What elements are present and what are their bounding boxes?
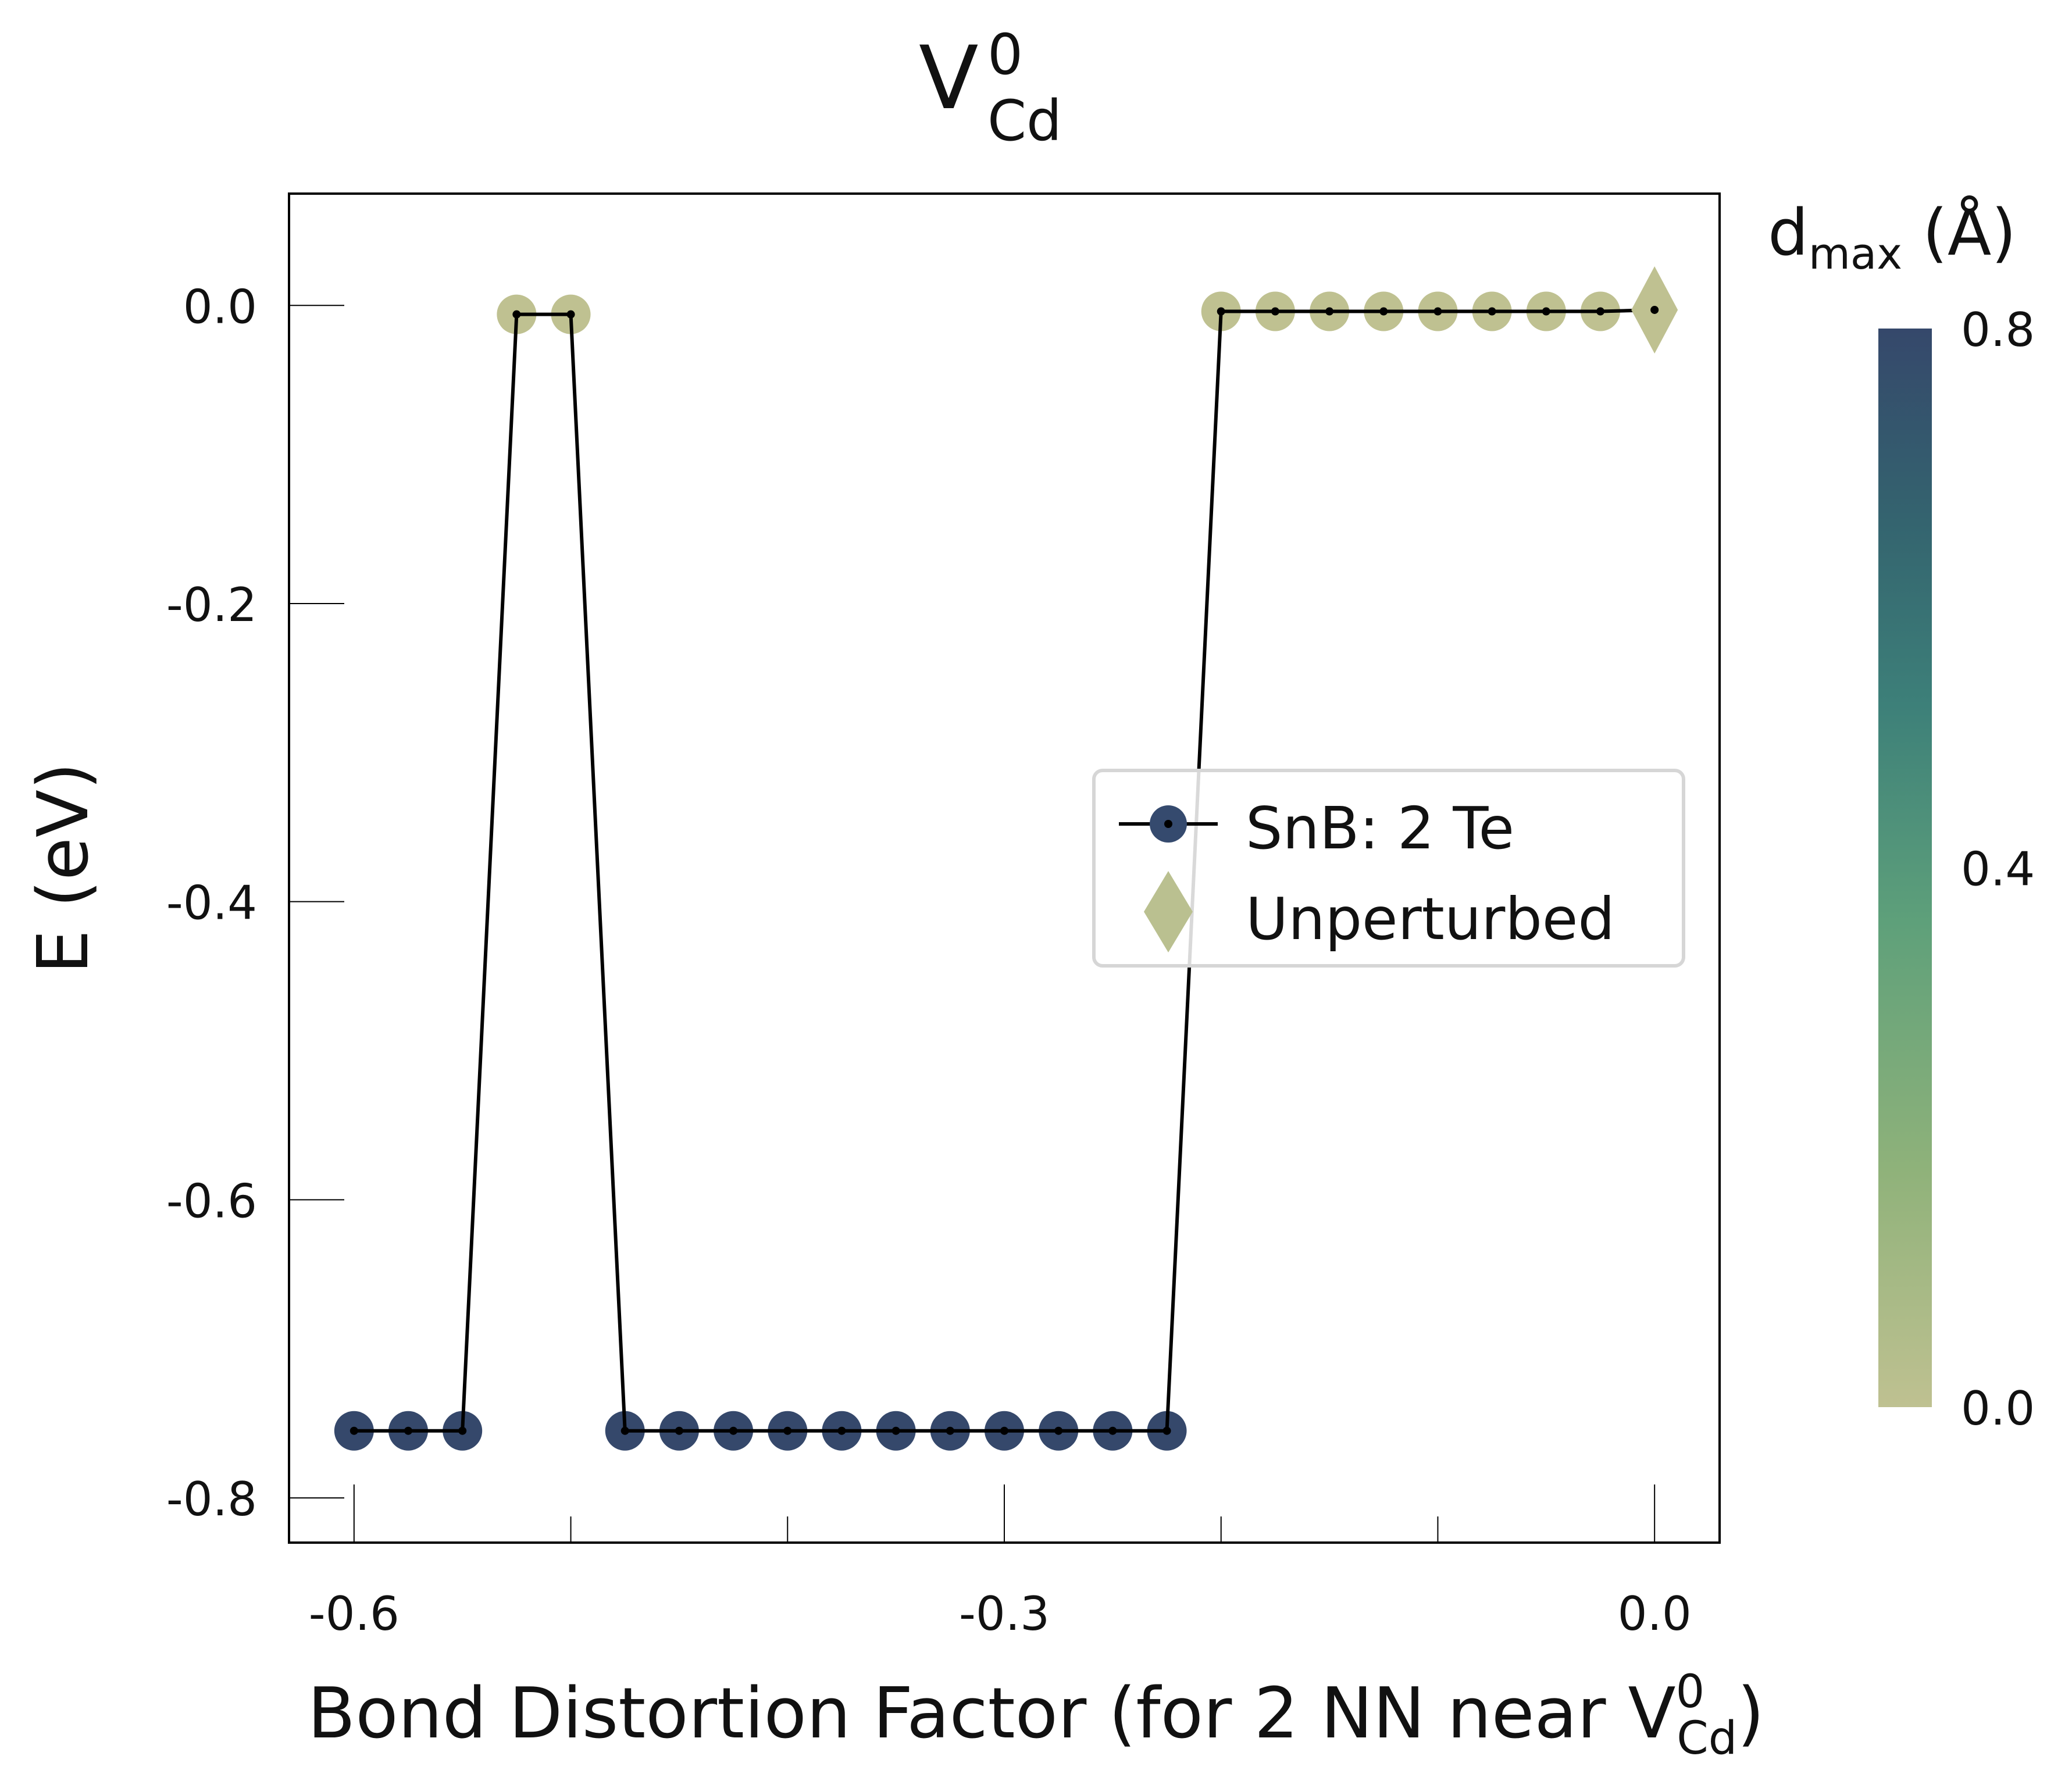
x-axis-label-subscript: Cd: [1677, 1712, 1738, 1765]
x-tick-label: 0.0: [1618, 1587, 1692, 1641]
y-axis-ticks: 0.0 -0.2 -0.4 -0.6 -0.8: [166, 280, 344, 1526]
legend-label-snb: SnB: 2 Te: [1246, 794, 1514, 862]
colorbar-title-unit: (Å): [1902, 195, 2017, 270]
colorbar-ticks: 0.0 0.4 0.8: [1961, 303, 2035, 1436]
snb-line-dot: [1325, 307, 1334, 316]
y-axis-label: E (eV): [23, 762, 104, 974]
snb-line-dot: [1488, 307, 1496, 316]
snb-line-dot: [946, 1426, 954, 1435]
x-tick-label: -0.6: [309, 1587, 400, 1641]
snb-line-dot: [512, 310, 521, 319]
colorbar-title-main: d: [1768, 195, 1809, 270]
colorbar-tick-label: 0.4: [1961, 843, 2035, 897]
title-subscript: Cd: [987, 88, 1062, 154]
x-axis-label: Bond Distortion Factor (for 2 NN near V0…: [0, 1666, 2072, 1765]
y-tick-label: -0.8: [166, 1472, 257, 1526]
colorbar-tick-label: 0.0: [1961, 1382, 2035, 1436]
series-layer: [334, 266, 1678, 1451]
snb-line-dot: [1596, 307, 1604, 316]
legend-circle-line-marker: [1119, 805, 1218, 843]
snb-line-dot: [1000, 1426, 1008, 1435]
snb-line-dot: [350, 1426, 358, 1435]
x-tick-label: -0.3: [959, 1587, 1050, 1641]
snb-line-dot: [1162, 1426, 1171, 1435]
snb-line-dot: [620, 1426, 629, 1435]
snb-line-dot: [837, 1426, 846, 1435]
snb-line-dot: [566, 310, 575, 319]
colorbar-title: dmax (Å): [1768, 195, 2017, 279]
snb-line-dot: [783, 1426, 792, 1435]
title-superscript: 0: [987, 22, 1023, 87]
x-axis-ticks: -0.6 -0.3 0.0: [309, 1484, 1692, 1641]
title-main: V: [919, 28, 979, 129]
snb-line-dot: [404, 1426, 412, 1435]
unperturbed-line-dot: [1650, 305, 1659, 314]
colorbar-tick-label: 0.8: [1961, 303, 2035, 357]
snb-line-dot: [1054, 1426, 1063, 1435]
snb-line-dot: [458, 1426, 467, 1435]
x-axis-label-close: ): [1737, 1673, 1765, 1754]
colorbar-title-subscript: max: [1808, 229, 1903, 279]
y-tick-label: -0.4: [166, 876, 257, 930]
snb-line-dot: [1271, 307, 1279, 316]
x-axis-label-superscript: 0: [1675, 1666, 1705, 1718]
x-axis-label-text: Bond Distortion Factor (for 2 NN near V: [307, 1673, 1676, 1754]
snb-line-dot: [1217, 307, 1225, 316]
snb-line-dot: [1542, 307, 1550, 316]
legend-label-unperturbed: Unperturbed: [1246, 885, 1615, 953]
snb-line-dot: [1108, 1426, 1117, 1435]
y-tick-label: 0.0: [183, 280, 257, 334]
y-tick-label: -0.6: [166, 1174, 257, 1228]
snb-line-dot: [891, 1426, 900, 1435]
snb-line-dot: [675, 1426, 683, 1435]
snb-line-dot: [1379, 307, 1388, 316]
legend-diamond-marker: [1144, 871, 1193, 952]
snb-line-dot: [1433, 307, 1442, 316]
legend-item-unperturbed: Unperturbed: [1096, 871, 1682, 958]
legend-item-snb: SnB: 2 Te: [1096, 780, 1682, 868]
y-tick-label: -0.2: [166, 578, 257, 632]
snb-line-dot: [729, 1426, 738, 1435]
colorbar: [1878, 329, 1932, 1407]
legend: SnB: 2 Te Unperturbed: [1092, 769, 1685, 968]
